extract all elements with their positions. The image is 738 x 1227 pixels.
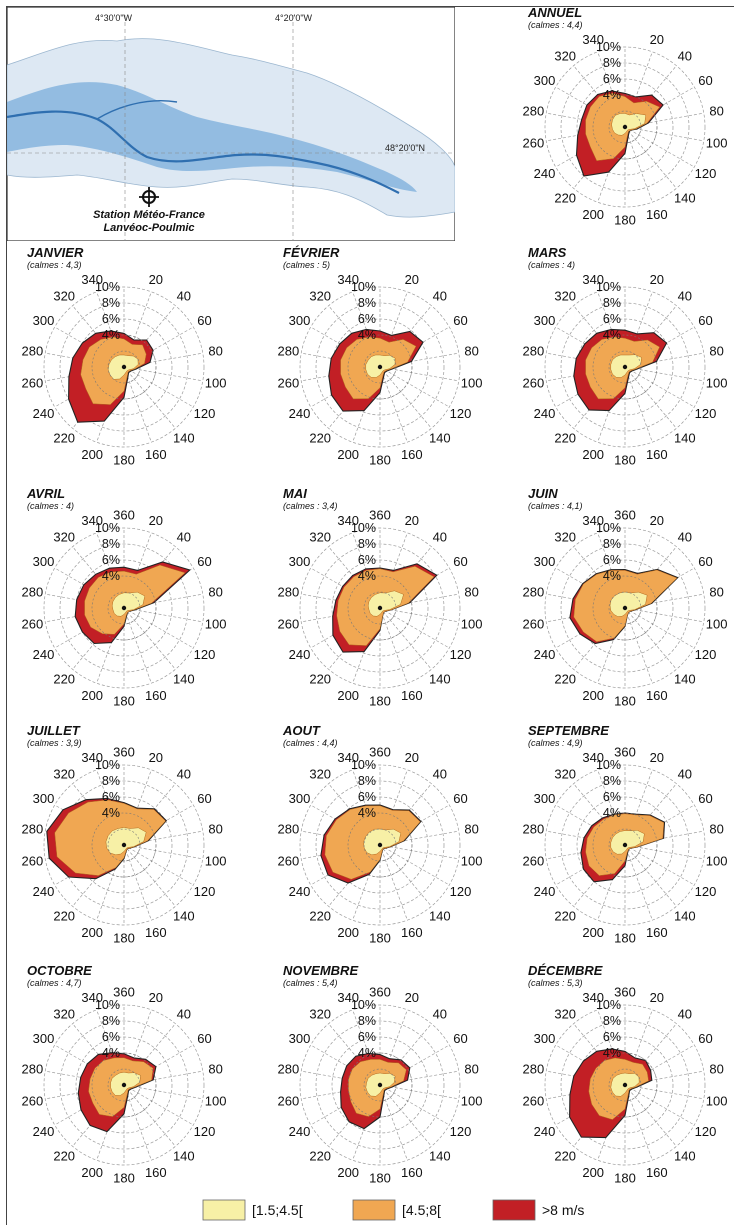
legend-label-mid: [4.5;8[ — [402, 1202, 441, 1218]
station-label-line1: Station Météo-France — [93, 209, 205, 221]
legend-item-mid: [4.5;8[ — [352, 1199, 441, 1221]
map-coord-lat: 48°20'0"N — [385, 143, 425, 153]
legend-label-low: [1.5;4.5[ — [252, 1202, 303, 1218]
legend-swatch-low — [202, 1199, 246, 1221]
map-channel — [7, 99, 400, 194]
legend-swatch-mid — [352, 1199, 396, 1221]
legend-swatch-high — [492, 1199, 536, 1221]
map-bathymetry — [7, 82, 417, 192]
station-label-line2: Lanvéoc-Poulmic — [103, 222, 194, 234]
legend: [1.5;4.5[ [4.5;8[ >8 m/s — [202, 1199, 584, 1221]
legend-item-low: [1.5;4.5[ — [202, 1199, 303, 1221]
map-coord-lon-2: 4°20'0"W — [275, 13, 313, 23]
legend-label-high: >8 m/s — [542, 1202, 584, 1218]
map-grid-lines — [7, 15, 455, 241]
map-coord-lon-1: 4°30'0"W — [95, 13, 133, 23]
station-marker — [139, 187, 159, 207]
legend-item-high: >8 m/s — [492, 1199, 584, 1221]
location-map: 4°30'0"W 4°20'0"W 48°20'0"N Station Mété… — [7, 7, 455, 241]
